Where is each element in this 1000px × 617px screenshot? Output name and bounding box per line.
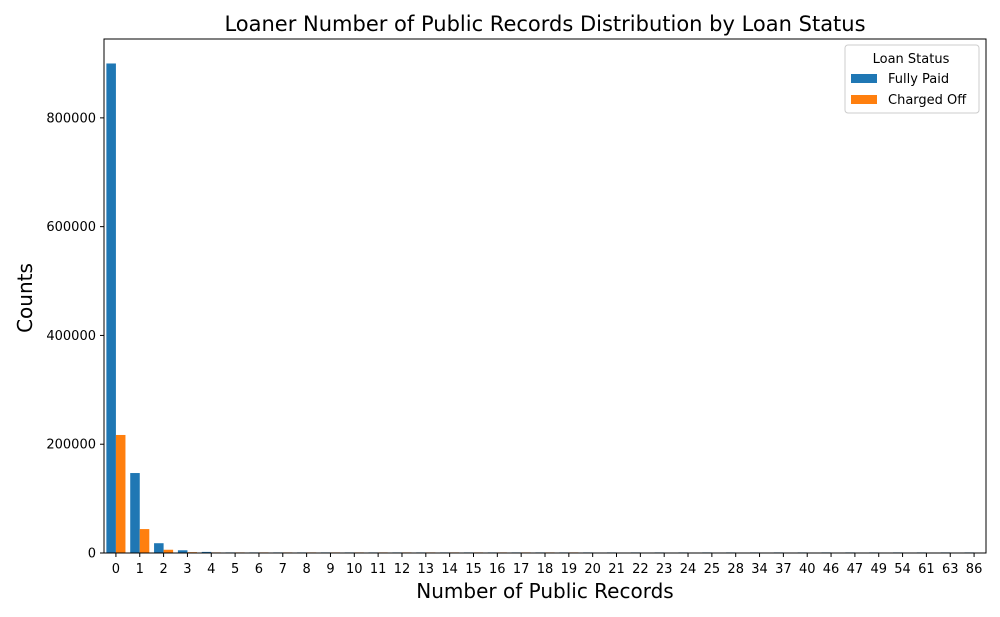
x-tick-label: 17 — [513, 562, 530, 577]
x-tick-label: 23 — [656, 562, 673, 577]
bar-charged-off-1 — [139, 529, 150, 553]
x-tick-label: 86 — [966, 562, 983, 577]
x-tick-label: 9 — [326, 562, 334, 577]
x-tick-label: 25 — [704, 562, 721, 577]
bar-fully-paid-0 — [106, 63, 116, 553]
bar-fully-paid-3 — [177, 550, 188, 553]
y-tick-label: 400000 — [46, 329, 96, 344]
x-tick-label: 14 — [441, 562, 458, 577]
x-tick-label: 21 — [608, 562, 625, 577]
x-tick-label: 0 — [112, 562, 120, 577]
x-tick-label: 5 — [231, 562, 239, 577]
y-tick-label: 800000 — [46, 111, 96, 126]
x-tick-label: 49 — [870, 562, 887, 577]
x-tick-label: 13 — [418, 562, 435, 577]
x-tick-label: 28 — [727, 562, 744, 577]
x-tick-label: 4 — [207, 562, 215, 577]
x-tick-label: 20 — [584, 562, 601, 577]
x-tick-label: 10 — [346, 562, 363, 577]
legend-box — [844, 44, 980, 114]
x-tick-label: 8 — [302, 562, 310, 577]
legend-label-charged-off: Charged Off — [888, 93, 967, 108]
bar-fully-paid-2 — [154, 543, 164, 553]
legend-label-fully-paid: Fully Paid — [888, 72, 949, 87]
x-tick-label: 18 — [537, 562, 554, 577]
x-tick-label: 22 — [632, 562, 649, 577]
x-tick-label: 7 — [279, 562, 287, 577]
legend-title: Loan Status — [873, 52, 950, 67]
x-axis-label: Number of Public Records — [416, 579, 673, 603]
x-tick-label: 6 — [255, 562, 263, 577]
plot-frame — [103, 38, 987, 554]
x-tick-label: 46 — [823, 562, 840, 577]
x-tick-label: 40 — [799, 562, 816, 577]
legend-swatch-charged-off — [851, 95, 877, 104]
bar-charged-off-2 — [163, 549, 174, 553]
x-tick-label: 3 — [183, 562, 191, 577]
x-tick-label: 15 — [465, 562, 482, 577]
x-tick-label: 19 — [561, 562, 578, 577]
y-tick-label: 600000 — [46, 220, 96, 235]
legend: Loan Status Fully Paid Charged Off — [844, 44, 980, 114]
x-tick-label: 24 — [680, 562, 697, 577]
bar-charged-off-0 — [115, 434, 126, 553]
y-tick-label: 200000 — [46, 438, 96, 453]
x-tick-label: 34 — [751, 562, 768, 577]
chart-title: Loaner Number of Public Records Distribu… — [224, 12, 865, 36]
bar-fully-paid-4 — [201, 551, 212, 553]
x-tick-label: 47 — [847, 562, 864, 577]
x-tick-label: 12 — [394, 562, 411, 577]
x-tick-label: 37 — [775, 562, 792, 577]
x-ticks: 0 1 2 3 4 5 6 7 8 9 10 11 12 13 14 15 16 17 18 19 20 21 22 23 24… — [112, 553, 983, 577]
y-tick-label: 0 — [88, 547, 96, 562]
y-ticks: 0 200000 400000 600000 800000 — [46, 111, 104, 562]
x-tick-label: 61 — [918, 562, 935, 577]
y-axis-label: Counts — [13, 263, 37, 333]
bar-fully-paid-1 — [130, 473, 140, 553]
x-tick-label: 16 — [489, 562, 506, 577]
x-tick-label: 1 — [136, 562, 144, 577]
x-tick-label: 2 — [159, 562, 167, 577]
x-tick-label: 63 — [942, 562, 959, 577]
x-tick-label: 54 — [894, 562, 911, 577]
legend-swatch-fully-paid — [851, 74, 877, 83]
x-tick-label: 11 — [370, 562, 387, 577]
bars-group — [106, 63, 975, 553]
